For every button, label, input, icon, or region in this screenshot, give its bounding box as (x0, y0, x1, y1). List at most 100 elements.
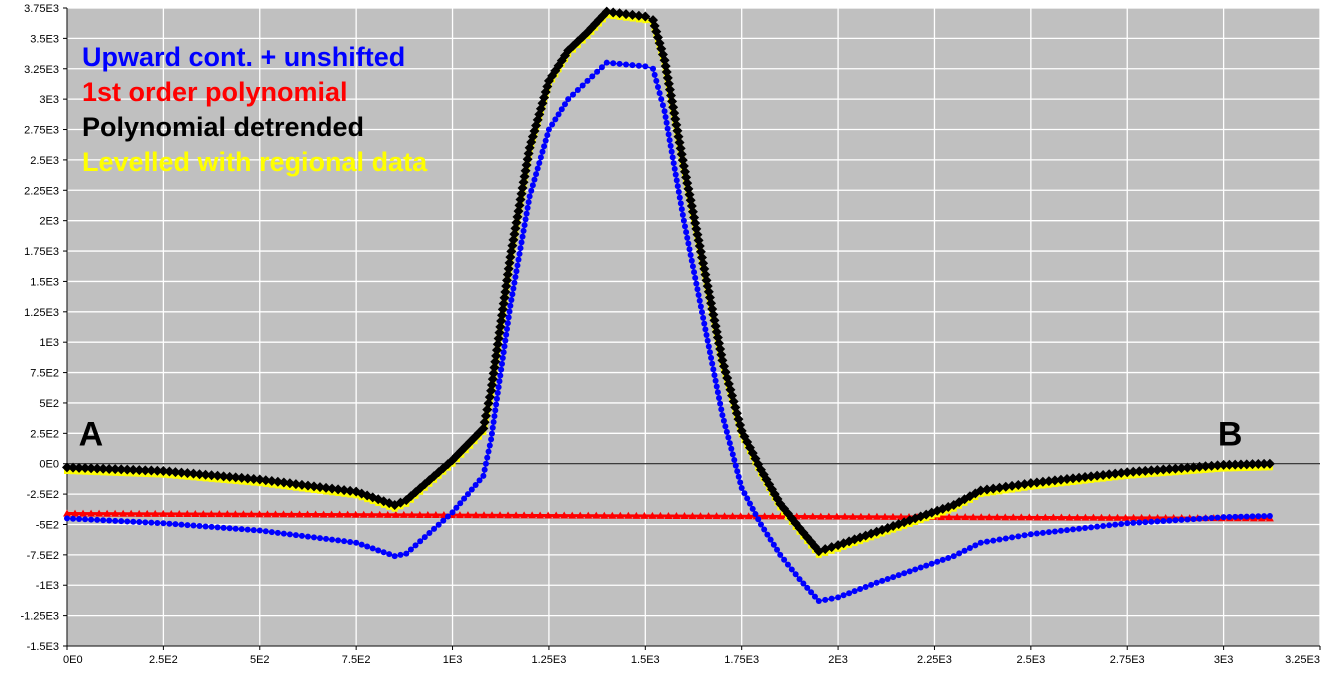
data-point (523, 210, 530, 217)
data-point (880, 512, 889, 520)
data-point (79, 509, 88, 517)
data-point (111, 509, 120, 517)
data-point (700, 314, 707, 321)
data-point (302, 480, 313, 491)
data-point (764, 531, 771, 538)
data-point (1154, 518, 1161, 525)
x-tick-label: 0E0 (63, 654, 83, 666)
data-point (333, 484, 344, 495)
data-point (1039, 529, 1046, 536)
data-point (741, 490, 748, 497)
data-point (1182, 462, 1193, 473)
x-tick-label: 2E3 (828, 654, 848, 666)
data-point (71, 509, 80, 517)
data-point (1142, 519, 1149, 526)
data-point (323, 535, 330, 542)
data-point (545, 126, 552, 133)
data-point (1259, 458, 1270, 469)
data-point (1106, 522, 1113, 529)
data-point (236, 472, 247, 483)
data-point (713, 383, 720, 390)
data-point (667, 142, 674, 149)
data-point (505, 314, 512, 321)
data-point (565, 96, 572, 103)
data-point (781, 556, 788, 563)
data-point (1136, 519, 1143, 526)
data-point (140, 465, 151, 476)
x-tick-label: 5E2 (250, 654, 270, 666)
data-point (176, 467, 187, 478)
data-point (857, 586, 864, 593)
data-point (1051, 528, 1058, 535)
data-point (697, 303, 704, 310)
data-point (533, 171, 540, 178)
data-point (1212, 460, 1223, 471)
data-point (709, 360, 716, 367)
data-point (610, 60, 617, 67)
data-point (74, 462, 85, 473)
data-point (375, 510, 384, 518)
data-point (542, 137, 549, 144)
data-point (403, 550, 410, 557)
data-point (122, 464, 133, 475)
data-point (239, 510, 248, 518)
data-point (1112, 521, 1119, 528)
data-point (616, 511, 625, 519)
data-point (292, 532, 299, 539)
data-point (512, 511, 521, 519)
data-point (714, 389, 721, 396)
data-point (589, 73, 596, 80)
data-point (295, 510, 304, 518)
data-point (491, 413, 498, 420)
data-point (160, 520, 167, 527)
data-point (1061, 474, 1072, 485)
data-point (666, 137, 673, 144)
data-point (226, 525, 233, 532)
data-point (531, 176, 538, 183)
data-point (383, 510, 392, 518)
data-point (1049, 513, 1058, 521)
data-point (701, 320, 708, 327)
data-point (582, 27, 593, 38)
data-point (800, 512, 809, 520)
profile-end-label: A (79, 415, 104, 453)
data-point (520, 511, 529, 519)
data-point (728, 512, 737, 520)
data-point (103, 509, 112, 517)
data-point (726, 440, 733, 447)
data-point (231, 510, 240, 518)
data-point (720, 417, 727, 424)
data-point (182, 468, 193, 479)
data-point (1121, 513, 1130, 521)
data-point (658, 96, 665, 103)
data-point (702, 326, 709, 333)
data-point (1266, 512, 1273, 519)
data-point (421, 534, 428, 541)
data-point (603, 59, 610, 66)
data-point (828, 595, 835, 602)
data-point (534, 165, 541, 172)
data-point (614, 8, 625, 19)
data-point (407, 546, 414, 553)
data-point (127, 509, 136, 517)
data-point (840, 512, 849, 520)
data-point (485, 448, 492, 455)
data-point (1118, 520, 1125, 527)
data-point (62, 462, 72, 473)
data-point (488, 430, 495, 437)
data-point (549, 121, 556, 128)
data-point (482, 460, 489, 467)
data-point (503, 263, 514, 274)
data-point (901, 570, 908, 577)
data-point (128, 464, 139, 475)
data-point (364, 543, 371, 550)
data-point (966, 545, 973, 552)
data-point (1057, 513, 1066, 521)
data-point (988, 483, 999, 494)
data-point (63, 509, 71, 517)
data-point (1104, 469, 1115, 480)
data-point (98, 463, 109, 474)
y-tick-label: 2.25E3 (24, 185, 59, 197)
data-point (335, 510, 344, 518)
data-point (993, 513, 1002, 521)
